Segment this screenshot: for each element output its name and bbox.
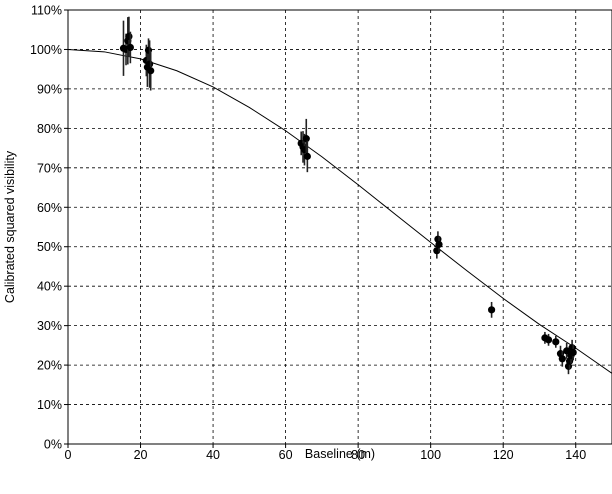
y-tick-label: 10%: [37, 398, 62, 412]
data-point: [303, 140, 311, 173]
x-tick-label: 80: [351, 448, 365, 462]
data-point: [302, 118, 310, 159]
data-points: [119, 16, 577, 375]
data-point-marker: [552, 338, 560, 346]
x-axis-tick-labels: 0 20 40 60 80 100 120 140: [65, 448, 587, 462]
data-point-marker: [569, 348, 577, 357]
fit-curve: [67, 48, 612, 374]
data-point: [544, 333, 553, 346]
x-tick-label: 40: [206, 448, 220, 462]
data-point: [558, 350, 566, 367]
x-tick-label: 60: [279, 448, 293, 462]
data-point: [487, 301, 496, 318]
data-point: [147, 51, 155, 91]
data-point: [563, 342, 571, 359]
data-point-marker: [302, 135, 310, 143]
x-axis-title: Baseline (m): [305, 447, 375, 461]
grid-lines: [68, 10, 612, 444]
axis-ticks: [64, 9, 577, 448]
data-point-marker: [125, 32, 133, 41]
x-tick-label: 140: [565, 448, 586, 462]
plot-frame: [67, 9, 612, 445]
y-tick-label: 60%: [37, 201, 62, 215]
y-tick-label: 90%: [37, 82, 62, 96]
data-point-marker: [487, 306, 496, 314]
x-tick-label: 100: [420, 448, 441, 462]
x-tick-label: 120: [493, 448, 514, 462]
y-tick-label: 50%: [37, 240, 62, 254]
data-point-marker: [126, 43, 134, 52]
data-point-marker: [147, 67, 155, 75]
data-point-marker: [303, 152, 311, 160]
data-point-marker: [435, 240, 443, 248]
data-point-marker: [146, 60, 154, 68]
data-point-marker: [544, 336, 553, 344]
data-point: [569, 344, 577, 361]
y-tick-label: 110%: [31, 4, 62, 18]
y-tick-label: 70%: [37, 161, 62, 175]
y-tick-label: 100%: [30, 43, 62, 57]
x-tick-label: 0: [65, 448, 72, 462]
y-tick-label: 20%: [37, 359, 62, 373]
y-axis-title: Calibrated squared visibility: [3, 150, 17, 303]
y-tick-label: 80%: [37, 122, 62, 136]
data-point: [435, 236, 443, 253]
data-point-marker: [558, 355, 566, 363]
y-tick-label: 40%: [37, 280, 62, 294]
x-tick-label: 20: [134, 448, 148, 462]
y-tick-label: 0%: [44, 438, 62, 452]
data-point: [126, 31, 134, 64]
data-point: [552, 335, 560, 348]
y-tick-label: 30%: [37, 319, 62, 333]
y-axis-tick-labels: 0% 10% 20% 30% 40% 50% 60% 70% 80% 90% 100% 110%: [30, 4, 62, 452]
data-point-marker: [563, 347, 571, 355]
